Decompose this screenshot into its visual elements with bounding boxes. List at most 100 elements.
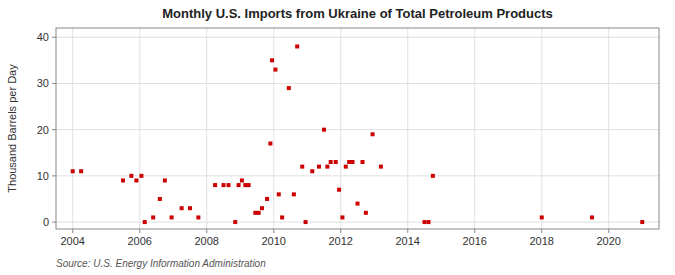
point xyxy=(277,192,281,196)
point xyxy=(180,206,184,210)
point xyxy=(379,165,383,169)
y-grid-line xyxy=(56,175,659,176)
x-tick-label: 2008 xyxy=(195,235,219,247)
y-tick xyxy=(52,37,56,38)
plot-frame xyxy=(56,28,659,229)
x-tick-label: 2006 xyxy=(128,235,152,247)
point xyxy=(260,206,264,210)
point xyxy=(129,174,133,178)
point xyxy=(163,178,167,182)
y-tick-label: 10 xyxy=(37,170,49,182)
y-tick xyxy=(52,175,56,176)
point xyxy=(344,165,348,169)
point xyxy=(431,174,435,178)
y-tick xyxy=(52,129,56,130)
x-tick-label: 2014 xyxy=(396,235,420,247)
y-grid-line xyxy=(56,83,659,84)
y-axis-label: Thousand Barrels per Day xyxy=(6,64,18,193)
point xyxy=(265,197,269,201)
point xyxy=(257,211,261,215)
x-tick xyxy=(474,229,475,233)
x-grid-line xyxy=(72,28,73,229)
point xyxy=(222,183,226,187)
x-tick xyxy=(541,229,542,233)
x-tick xyxy=(340,229,341,233)
x-tick-label: 2004 xyxy=(61,235,85,247)
point xyxy=(170,215,174,219)
point xyxy=(337,188,341,192)
point xyxy=(268,142,272,146)
point xyxy=(237,183,241,187)
point xyxy=(247,183,251,187)
point xyxy=(292,192,296,196)
x-tick xyxy=(139,229,140,233)
point xyxy=(240,178,244,182)
x-grid-line xyxy=(474,28,475,229)
x-grid-line xyxy=(608,28,609,229)
point xyxy=(300,165,304,169)
y-tick-label: 30 xyxy=(37,77,49,89)
point xyxy=(361,160,365,164)
point xyxy=(640,220,644,224)
x-tick-label: 2016 xyxy=(463,235,487,247)
x-tick-label: 2010 xyxy=(262,235,286,247)
y-tick-label: 0 xyxy=(43,216,49,228)
point xyxy=(196,215,200,219)
point xyxy=(329,160,333,164)
point xyxy=(371,132,375,136)
x-tick xyxy=(273,229,274,233)
point xyxy=(340,215,344,219)
point xyxy=(273,68,277,72)
y-tick-label: 20 xyxy=(37,124,49,136)
point xyxy=(350,160,354,164)
point xyxy=(158,197,162,201)
point xyxy=(364,211,368,215)
point xyxy=(134,178,138,182)
point xyxy=(71,169,75,173)
point xyxy=(317,165,321,169)
chart-container: 2004 2006 2008 2010 2012 2014 2016 2018 2020 0 10 2… xyxy=(0,0,675,275)
x-grid-line xyxy=(206,28,207,229)
y-grid-line xyxy=(56,129,659,130)
x-tick-label: 2012 xyxy=(329,235,353,247)
x-grid-line xyxy=(407,28,408,229)
y-tick xyxy=(52,222,56,223)
point xyxy=(270,58,274,62)
point xyxy=(280,215,284,219)
point xyxy=(287,86,291,90)
point xyxy=(188,206,192,210)
point xyxy=(139,174,143,178)
point xyxy=(325,165,329,169)
point xyxy=(423,220,427,224)
point xyxy=(227,183,231,187)
chart-svg: 2004 2006 2008 2010 2012 2014 2016 2018 2020 0 10 2… xyxy=(0,0,675,275)
point xyxy=(151,215,155,219)
point xyxy=(295,44,299,48)
point xyxy=(322,128,326,132)
points xyxy=(71,44,645,224)
x-tick xyxy=(72,229,73,233)
x-tick xyxy=(206,229,207,233)
x-tick-label: 2020 xyxy=(597,235,621,247)
point xyxy=(233,220,237,224)
x-tick-label: 2018 xyxy=(530,235,554,247)
point xyxy=(121,178,125,182)
point xyxy=(143,220,147,224)
point xyxy=(334,160,338,164)
axes: 2004 2006 2008 2010 2012 2014 2016 2018 2020 0 10 2… xyxy=(37,31,621,247)
grid xyxy=(56,28,659,229)
point xyxy=(213,183,217,187)
x-grid-line xyxy=(273,28,274,229)
point xyxy=(304,220,308,224)
y-grid-line xyxy=(56,37,659,38)
x-grid-line xyxy=(541,28,542,229)
point xyxy=(310,169,314,173)
x-grid-line xyxy=(340,28,341,229)
source-note: Source: U.S. Energy Information Administ… xyxy=(56,258,266,269)
x-tick xyxy=(407,229,408,233)
point xyxy=(590,215,594,219)
point xyxy=(540,215,544,219)
x-tick xyxy=(608,229,609,233)
point xyxy=(79,169,83,173)
point xyxy=(427,220,431,224)
